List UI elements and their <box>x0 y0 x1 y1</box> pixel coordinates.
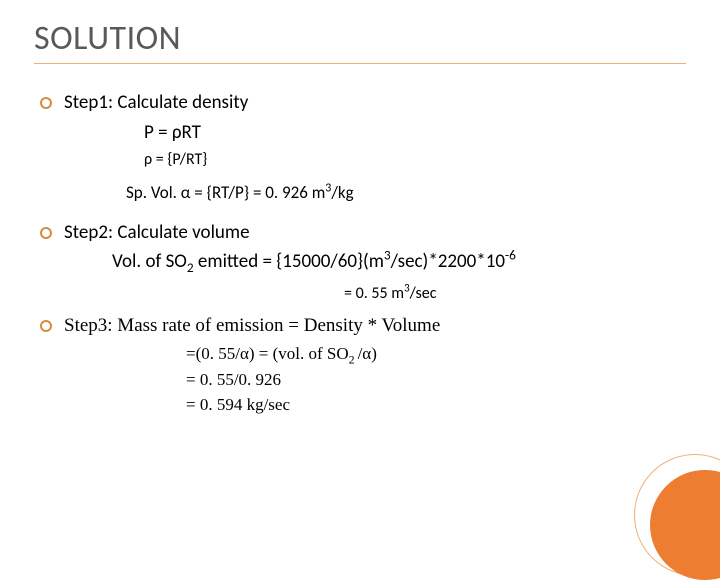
step-2-heading: Step2: Calculate volume <box>64 220 250 247</box>
step-1-eq2: ρ = {P/RT} <box>40 147 686 173</box>
slide-title: SOLUTION <box>34 18 686 64</box>
step-3-line1: =(0. 55/α) = (vol. of SO2 /α) <box>40 341 686 367</box>
step-3: Step3: Mass rate of emission = Density *… <box>40 313 686 340</box>
slide-container: SOLUTION Step1: Calculate density P = ρR… <box>0 0 720 540</box>
result-suffix: /sec <box>410 284 437 303</box>
spvol-prefix: Sp. Vol. α = {RT/P} = 0. 926 m <box>126 182 325 203</box>
vol-sup2: -6 <box>505 247 516 264</box>
vol-prefix: Vol. of SO <box>112 250 187 273</box>
step-1-spvol: Sp. Vol. α = {RT/P} = 0. 926 m3/kg <box>40 179 686 206</box>
bullet-icon <box>40 97 52 109</box>
step-2: Step2: Calculate volume <box>40 220 686 247</box>
step-1-eq1: P = ρRT <box>40 119 686 148</box>
step-3-heading: Step3: Mass rate of emission = Density *… <box>64 313 440 340</box>
line1-prefix: =(0. 55/α) = (vol. of SO <box>186 344 349 363</box>
vol-sup1: 3 <box>384 247 391 264</box>
step-1: Step1: Calculate density <box>40 90 686 117</box>
step-2-volume: Vol. of SO2 emitted = {15000/60}(m3/sec)… <box>40 248 686 277</box>
result-prefix: = 0. 55 m <box>344 284 404 303</box>
vol-mid: emitted = {15000/60}(m <box>194 250 384 273</box>
bullet-icon <box>40 320 52 332</box>
line1-sub: 2 <box>349 353 358 367</box>
step-3-line2: = 0. 55/0. 926 <box>40 367 686 393</box>
vol-mid2: /sec)*2200*10 <box>391 250 505 273</box>
vol-sub: 2 <box>187 259 194 276</box>
bullet-icon <box>40 227 52 239</box>
step-2-result: = 0. 55 m3/sec <box>40 281 686 307</box>
step-1-heading: Step1: Calculate density <box>64 90 248 117</box>
spvol-suffix: /kg <box>331 182 353 203</box>
content-area: Step1: Calculate density P = ρRT ρ = {P/… <box>34 90 686 418</box>
line1-suffix: /α) <box>358 344 377 363</box>
step-3-line3: = 0. 594 kg/sec <box>40 392 686 418</box>
